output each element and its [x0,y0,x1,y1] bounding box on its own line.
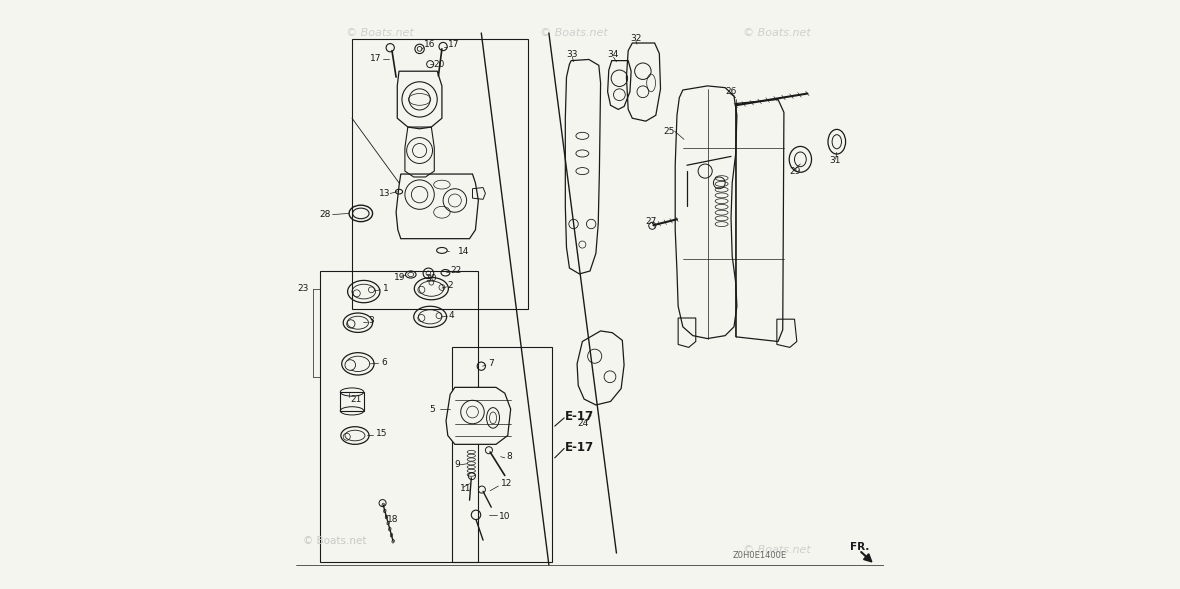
Text: 16: 16 [425,40,435,49]
Text: E-17: E-17 [565,410,595,423]
Text: 11: 11 [459,484,471,493]
Text: © Boats.net: © Boats.net [540,28,608,38]
Text: 31: 31 [830,156,841,165]
Text: 24: 24 [577,419,589,428]
Text: 28: 28 [320,210,332,219]
Text: 21: 21 [350,395,361,403]
Text: 23: 23 [297,284,309,293]
Text: 22: 22 [451,266,463,276]
Bar [452,348,552,562]
Bar [352,39,529,309]
Text: 32: 32 [630,34,642,43]
Text: 8: 8 [506,452,512,461]
Text: 20: 20 [434,59,445,69]
Text: 4: 4 [448,310,454,320]
Text: © Boats.net: © Boats.net [346,28,414,38]
Text: 13: 13 [379,189,389,198]
Text: 29: 29 [789,167,801,176]
Text: 18: 18 [387,515,399,524]
Text: Z0H0E1400E: Z0H0E1400E [733,551,786,561]
Text: 9: 9 [454,461,460,469]
Text: © Boats.net: © Boats.net [742,545,811,555]
Text: 5: 5 [430,405,435,413]
Text: 27: 27 [645,217,656,226]
Bar [320,271,478,562]
Text: 7: 7 [487,359,493,368]
Polygon shape [446,388,511,444]
Text: 25: 25 [663,127,674,135]
Circle shape [345,360,355,370]
Text: 17: 17 [369,54,381,63]
Text: 15: 15 [376,429,387,438]
Text: © Boats.net: © Boats.net [742,28,811,38]
Text: 34: 34 [608,50,620,59]
Text: 17: 17 [447,39,459,49]
Text: © Boats.net: © Boats.net [303,537,367,546]
Text: 33: 33 [566,50,578,59]
Text: FR.: FR. [850,542,870,552]
Text: 14: 14 [458,247,470,256]
Text: 1: 1 [384,284,389,293]
Text: 2: 2 [447,281,453,290]
Text: 19: 19 [394,273,406,282]
Text: 30: 30 [426,274,437,283]
Text: 12: 12 [500,479,512,488]
Text: E-17: E-17 [565,441,595,454]
Text: 6: 6 [381,358,387,367]
Text: 10: 10 [499,512,511,521]
Text: 3: 3 [368,316,374,326]
Text: 26: 26 [726,87,736,96]
